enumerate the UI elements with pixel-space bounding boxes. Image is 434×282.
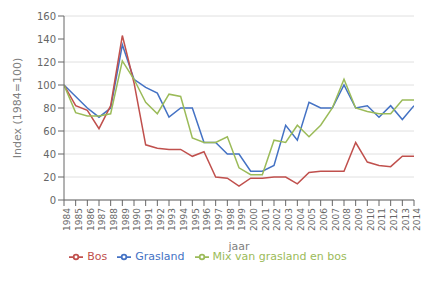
svg-text:1996: 1996 xyxy=(202,208,212,231)
svg-text:2002: 2002 xyxy=(272,208,282,231)
svg-text:40: 40 xyxy=(43,149,56,160)
svg-text:jaar: jaar xyxy=(227,240,250,253)
svg-text:2003: 2003 xyxy=(284,208,294,231)
svg-text:2001: 2001 xyxy=(261,208,271,231)
svg-text:1995: 1995 xyxy=(191,208,201,231)
svg-text:160: 160 xyxy=(37,11,56,22)
svg-text:1998: 1998 xyxy=(226,208,236,231)
svg-text:60: 60 xyxy=(43,126,56,137)
svg-text:140: 140 xyxy=(37,34,56,45)
svg-text:2014: 2014 xyxy=(412,208,422,231)
svg-text:20: 20 xyxy=(43,172,56,183)
svg-text:Index (1984=100): Index (1984=100) xyxy=(11,58,24,159)
svg-text:1990: 1990 xyxy=(132,208,142,231)
svg-text:2013: 2013 xyxy=(401,208,411,231)
svg-text:2004: 2004 xyxy=(296,208,306,231)
svg-text:1984: 1984 xyxy=(62,208,72,231)
svg-text:2011: 2011 xyxy=(377,208,387,231)
svg-text:1985: 1985 xyxy=(74,208,84,231)
svg-text:2000: 2000 xyxy=(249,208,259,231)
svg-text:2005: 2005 xyxy=(307,208,317,231)
svg-text:1991: 1991 xyxy=(144,208,154,231)
svg-text:1999: 1999 xyxy=(237,208,247,231)
svg-text:80: 80 xyxy=(43,103,56,114)
svg-text:1989: 1989 xyxy=(121,208,131,231)
html-text:Mix van grasland en bos: Mix van grasland en bos xyxy=(212,250,347,263)
svg-text:1987: 1987 xyxy=(97,208,107,231)
svg-text:1994: 1994 xyxy=(179,208,189,231)
html-text:Bos: Bos xyxy=(87,250,108,263)
svg-text:2009: 2009 xyxy=(354,208,364,231)
svg-text:120: 120 xyxy=(37,57,56,68)
svg-text:100: 100 xyxy=(37,80,56,91)
svg-text:1993: 1993 xyxy=(167,208,177,231)
svg-text:1986: 1986 xyxy=(86,208,96,231)
svg-text:1992: 1992 xyxy=(156,208,166,231)
svg-text:2012: 2012 xyxy=(389,208,399,231)
svg-text:1997: 1997 xyxy=(214,208,224,231)
svg-text:0: 0 xyxy=(50,195,56,206)
svg-text:2008: 2008 xyxy=(342,208,352,231)
svg-text:2010: 2010 xyxy=(366,208,376,231)
html-text:Grasland: Grasland xyxy=(135,250,185,263)
svg-text:2007: 2007 xyxy=(331,208,341,231)
svg-text:1988: 1988 xyxy=(109,208,119,231)
svg-text:2006: 2006 xyxy=(319,208,329,231)
